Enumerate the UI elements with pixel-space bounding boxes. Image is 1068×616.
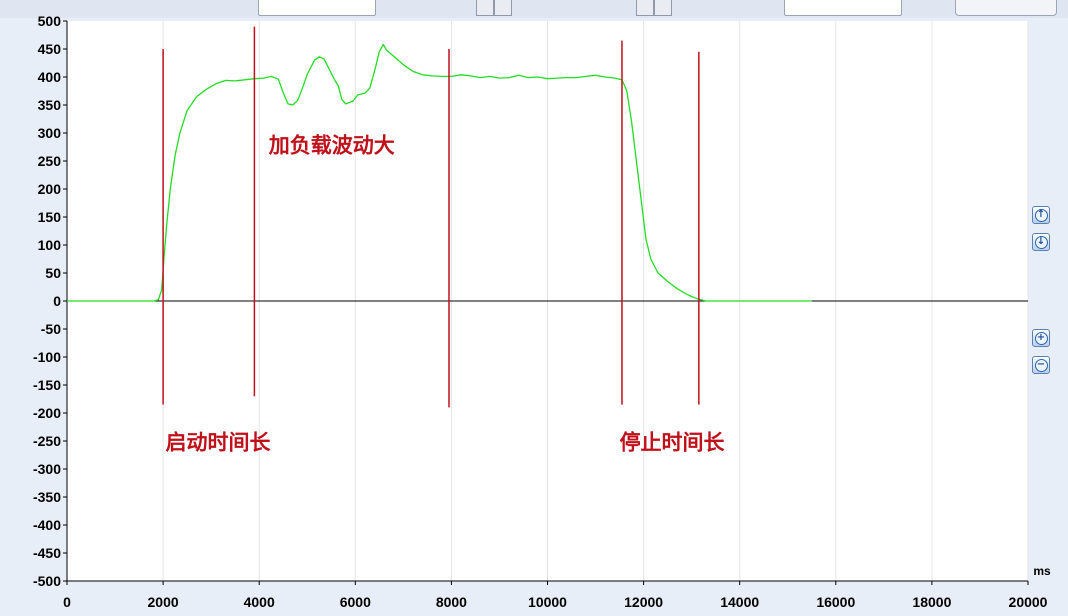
x-unit-label: ms bbox=[1033, 564, 1051, 578]
y-tick-label: -450 bbox=[33, 545, 61, 561]
x-tick-labels: 0 2000 4000 6000 8000 10000 12000 14000 16000 180… bbox=[63, 594, 1048, 610]
series bbox=[67, 43, 812, 302]
y-tick-label: -100 bbox=[33, 349, 61, 365]
zoom-out-button[interactable]: − bbox=[1032, 356, 1050, 374]
toolbar-strip bbox=[0, 0, 1068, 18]
annotation-label: 加负载波动大 bbox=[268, 134, 395, 158]
y-tick-label: -400 bbox=[33, 517, 61, 533]
x-tick-label: 10000 bbox=[528, 594, 567, 610]
y-tick-label: 500 bbox=[38, 13, 62, 29]
y-tick-label: 250 bbox=[38, 153, 62, 169]
toolbar-spin-button-2[interactable] bbox=[494, 0, 512, 16]
marker-lines bbox=[162, 26, 700, 408]
y-tick-label: -200 bbox=[33, 405, 61, 421]
toolbar-field-left[interactable] bbox=[258, 0, 376, 16]
y-tick-label: -50 bbox=[41, 321, 61, 337]
y-tick-label: -500 bbox=[33, 573, 61, 589]
y-tick-label: -250 bbox=[33, 433, 61, 449]
x-tick-label: 2000 bbox=[148, 594, 179, 610]
series-line bbox=[67, 43, 812, 302]
x-tick-label: 0 bbox=[63, 594, 71, 610]
y-tick-label: 150 bbox=[38, 209, 62, 225]
y-tick-label: 50 bbox=[45, 265, 61, 281]
y-tick-label: 300 bbox=[38, 125, 62, 141]
y-tick-label: 200 bbox=[38, 181, 62, 197]
annotation-label: 停止时间长 bbox=[620, 430, 726, 454]
x-tick-label: 20000 bbox=[1009, 594, 1048, 610]
toolbar-spin-button-4[interactable] bbox=[654, 0, 672, 16]
toolbar-field-right[interactable] bbox=[784, 0, 902, 16]
annotation-label: 启动时间长 bbox=[166, 430, 272, 454]
arrow-down-circle-icon: ↓ bbox=[1034, 235, 1048, 249]
y-tick-label: -150 bbox=[33, 377, 61, 393]
toolbar-button-right[interactable] bbox=[955, 0, 1057, 16]
scroll-down-button[interactable]: ↓ bbox=[1032, 233, 1050, 251]
y-tick-label: 450 bbox=[38, 41, 62, 57]
y-tick-label: -350 bbox=[33, 489, 61, 505]
x-tick-label: 18000 bbox=[912, 594, 951, 610]
scroll-up-button[interactable]: ↑ bbox=[1032, 206, 1050, 224]
x-tick-label: 12000 bbox=[624, 594, 663, 610]
arrow-up-circle-icon: ↑ bbox=[1034, 208, 1048, 222]
toolbar-spin-button-1[interactable] bbox=[476, 0, 494, 16]
y-tick-label: 100 bbox=[38, 237, 62, 253]
y-tick-label: -300 bbox=[33, 461, 61, 477]
y-tick-labels: 500450400350300250200150100500-50-100-15… bbox=[33, 13, 61, 589]
y-tick-label: 400 bbox=[38, 69, 62, 85]
minus-circle-icon: − bbox=[1034, 358, 1048, 372]
x-tick-label: 8000 bbox=[436, 594, 467, 610]
x-tick-label: 4000 bbox=[244, 594, 275, 610]
plus-circle-icon: + bbox=[1034, 331, 1048, 345]
y-tick-label: 0 bbox=[53, 293, 61, 309]
x-tick-label: 14000 bbox=[720, 594, 759, 610]
x-tick-label: 16000 bbox=[816, 594, 855, 610]
toolbar-spin-button-3[interactable] bbox=[636, 0, 654, 16]
zoom-in-button[interactable]: + bbox=[1032, 329, 1050, 347]
y-tick-label: 350 bbox=[38, 97, 62, 113]
x-tick-label: 6000 bbox=[340, 594, 371, 610]
